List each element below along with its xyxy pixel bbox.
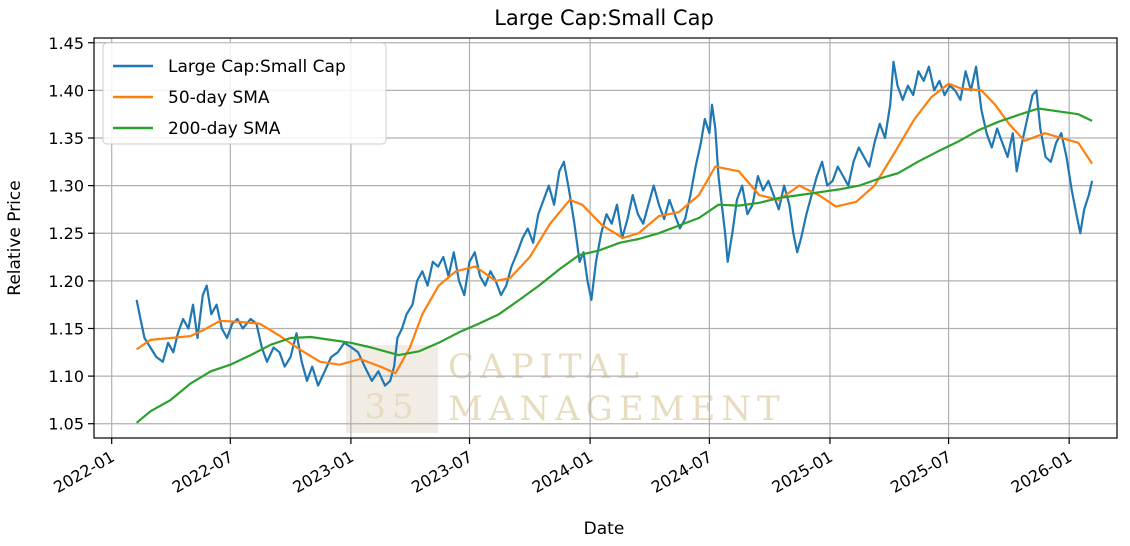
y-tick-label: 1.15 [48,319,84,338]
y-tick-label: 1.25 [48,224,84,243]
series-line-2 [135,107,1093,424]
x-tick-label: 2025-01 [769,447,836,497]
x-tick-label: 2022-01 [50,447,117,497]
watermark-text-management: MANAGEMENT [448,389,786,429]
watermark-text-capital: CAPITAL [448,347,645,387]
x-axis: 2022-01 2022-07 2023-01 2023-07 2024-01 2024-… [50,438,1075,497]
legend: Large Cap:Small Cap 50-day SMA 200-day SMA [102,42,387,145]
y-tick-label: 1.40 [48,81,84,100]
chart-title: Large Cap:Small Cap [494,6,714,30]
watermark-number: 35 [364,387,419,427]
x-axis-title: Date [584,519,625,539]
legend-label-1: 50-day SMA [168,88,270,108]
y-tick-label: 1.35 [48,129,84,148]
y-axis-title: Relative Price [5,180,25,295]
y-tick-label: 1.20 [48,272,84,291]
y-tick-label: 1.05 [48,415,84,434]
y-tick-label: 1.45 [48,34,84,53]
x-tick-label: 2024-07 [648,447,715,497]
x-tick-label: 2026-01 [1008,447,1075,497]
y-axis: 1.05 1.10 1.15 1.20 1.25 1.30 1.35 1.40 1.45 [48,34,94,434]
y-tick-label: 1.30 [48,177,84,196]
x-tick-label: 2022-07 [169,447,236,497]
series-line-0 [135,60,1094,387]
legend-label-0: Large Cap:Small Cap [168,57,346,77]
x-tick-label: 2024-01 [529,447,596,497]
series-line-1 [135,82,1094,375]
legend-label-2: 200-day SMA [168,119,281,139]
x-tick-label: 2025-07 [887,447,954,497]
x-tick-label: 2023-07 [408,447,475,497]
y-tick-label: 1.10 [48,367,84,386]
plot-frame [93,37,1118,439]
series-layer [135,60,1094,424]
legend-box [102,42,387,145]
x-tick-label: 2023-01 [289,447,356,497]
